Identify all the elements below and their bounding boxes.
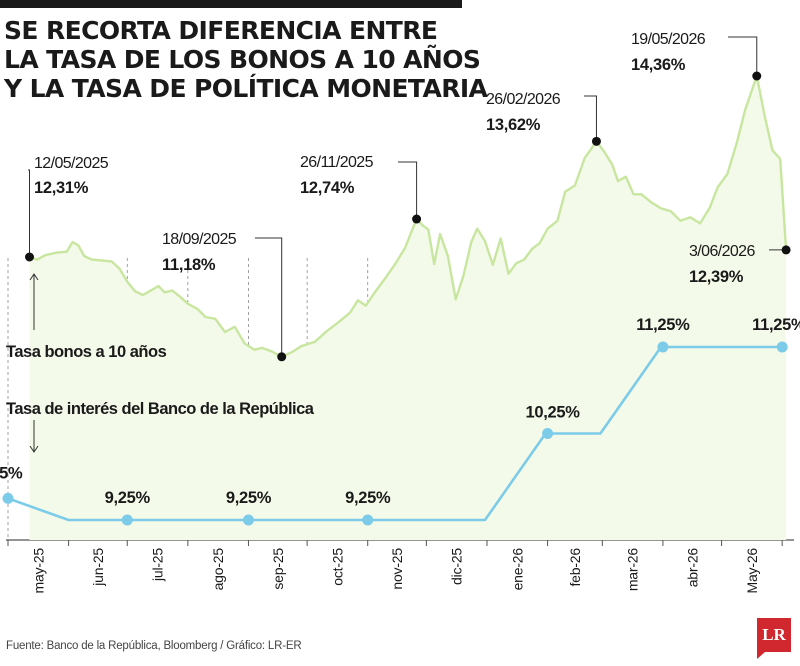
- bond-annotation-dot: [752, 71, 762, 81]
- bond-line: [29, 74, 788, 358]
- policy-marker: [362, 514, 374, 526]
- annotation-value-label: 14,36%: [631, 56, 686, 74]
- x-tick-label: dic-25: [449, 548, 465, 585]
- x-tick-label: jul-25: [150, 548, 166, 582]
- annotation-date-label: 26/11/2025: [300, 154, 374, 171]
- bond-label-arrow: [29, 273, 39, 330]
- policy-marker: [2, 492, 14, 504]
- policy-value-label: 9,5%: [0, 464, 23, 482]
- policy-marker: [657, 341, 669, 353]
- x-tick-label: nov-25: [389, 548, 405, 590]
- annotation-value-label: 12,39%: [689, 268, 744, 286]
- title-line-2: LA TASA DE LOS BONOS A 10 AÑOS: [4, 45, 481, 74]
- x-tick-label: sep-25: [270, 548, 286, 590]
- chart-title: SE RECORTA DIFERENCIA ENTRE LA TASA DE L…: [4, 16, 488, 103]
- policy-value-label: 9,25%: [345, 489, 391, 507]
- annotation-leader: [728, 36, 758, 76]
- x-tick-label: ago-25: [210, 548, 226, 591]
- source-footer: Fuente: Banco de la República, Bloomberg…: [6, 640, 302, 652]
- policy-value-label: 11,25%: [752, 316, 800, 334]
- annotation-date-label: 12/05/2025: [34, 155, 109, 172]
- title-line-3: Y LA TASA DE POLÍTICA MONETARIA: [4, 74, 488, 103]
- x-tick-label: mar-26: [625, 548, 641, 592]
- annotation-value-label: 12,31%: [34, 179, 89, 197]
- annotation-date-label: 18/09/2025: [162, 231, 237, 248]
- policy-marker: [542, 428, 554, 439]
- annotation-value-label: 12,74%: [300, 179, 355, 197]
- policy-marker: [121, 514, 133, 526]
- x-tick-label: oct-25: [329, 548, 345, 586]
- annotation-value-label: 11,18%: [162, 256, 216, 274]
- x-tick-label: jun-25: [90, 548, 106, 587]
- x-tick-label: May-26: [744, 548, 760, 594]
- bond-annotation-dot: [277, 352, 287, 362]
- annotation-date-label: 19/05/2026: [631, 31, 706, 48]
- annotation-date-label: 26/02/2026: [486, 91, 561, 108]
- annotation-leader: [255, 237, 283, 357]
- bond-annotation-dot: [25, 252, 35, 262]
- bond-area: [29, 76, 787, 540]
- annotation-value-label: 13,62%: [486, 116, 541, 134]
- x-tick-label: may-25: [30, 548, 46, 594]
- bond-annotation-dot: [591, 136, 601, 146]
- x-tick-label: ene-26: [509, 548, 525, 591]
- annotation-leader: [28, 169, 31, 257]
- policy-value-label: 11,25%: [636, 316, 690, 334]
- x-tick-label: abr-26: [684, 548, 700, 588]
- policy-marker: [242, 514, 254, 526]
- annotation-leader: [398, 161, 418, 220]
- policy-value-label: 10,25%: [525, 404, 580, 422]
- bond-annotation-dot: [781, 245, 791, 255]
- annotation-date-label: 3/06/2026: [689, 243, 755, 260]
- policy-value-label: 9,25%: [226, 489, 272, 507]
- x-tick-label: feb-26: [567, 548, 583, 587]
- lr-logo: LR: [757, 618, 791, 659]
- policy-marker: [776, 341, 788, 353]
- title-line-1: SE RECORTA DIFERENCIA ENTRE: [4, 16, 438, 45]
- top-bar: [0, 0, 462, 8]
- annotation-leader: [584, 95, 597, 142]
- bond-series-label: Tasa bonos a 10 años: [6, 343, 167, 361]
- policy-series-label: Tasa de interés del Banco de la Repúblic…: [6, 400, 315, 418]
- bond-annotation-dot: [412, 214, 422, 224]
- policy-value-label: 9,25%: [105, 489, 151, 507]
- policy-label-arrow: [29, 420, 39, 453]
